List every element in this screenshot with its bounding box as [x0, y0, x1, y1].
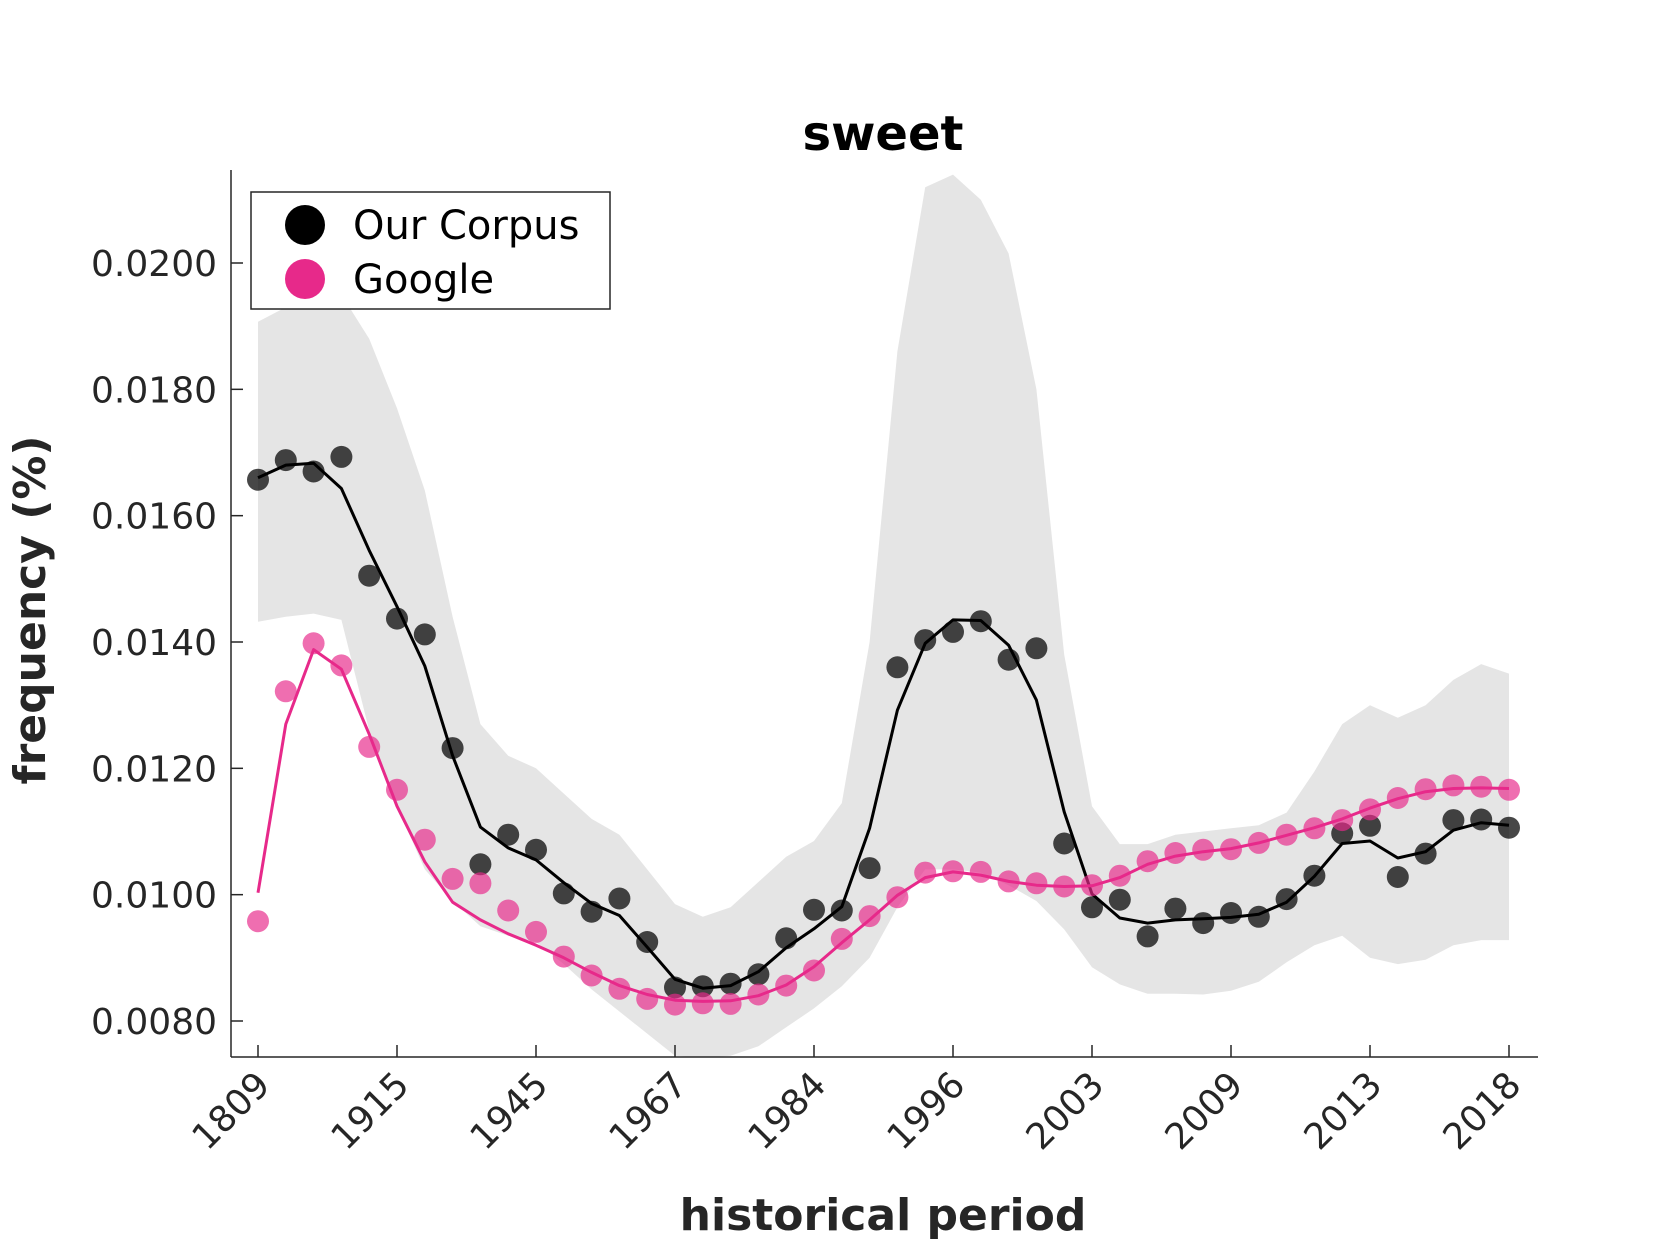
data-point-our-corpus — [1108, 888, 1131, 911]
data-point-our-corpus — [1498, 816, 1520, 839]
data-point-our-corpus — [1220, 902, 1242, 924]
x-tick-label: 2018 — [1436, 1064, 1530, 1158]
data-point-our-corpus — [1025, 637, 1048, 660]
data-point-google — [914, 861, 937, 884]
trend-line-google — [256, 648, 1510, 1003]
data-point-our-corpus — [1053, 832, 1076, 855]
data-point-our-corpus — [914, 629, 937, 652]
data-point-google — [1164, 842, 1187, 864]
plot-area — [247, 174, 1520, 1057]
y-tick-label: 0.0180 — [91, 370, 217, 411]
data-point-our-corpus — [636, 931, 659, 953]
data-point-google — [858, 905, 881, 928]
data-point-google — [247, 910, 269, 933]
data-point-google — [525, 920, 547, 943]
y-tick-label: 0.0080 — [91, 1002, 217, 1043]
data-point-our-corpus — [1164, 897, 1187, 920]
trend-line-our-corpus — [257, 461, 1510, 990]
data-point-google — [803, 959, 825, 982]
data-point-google — [302, 632, 325, 655]
x-tick-label: 1984 — [741, 1064, 835, 1158]
x-tick-label: 1945 — [463, 1064, 557, 1158]
data-point-our-corpus — [1359, 814, 1381, 837]
data-point-our-corpus — [886, 656, 909, 679]
plot-content — [247, 174, 1520, 1057]
data-point-google — [691, 992, 714, 1015]
legend-label-google: Google — [353, 257, 494, 303]
y-tick-label: 0.0100 — [91, 876, 217, 917]
data-point-google — [441, 867, 464, 890]
data-point-our-corpus — [691, 975, 714, 998]
legend-marker-google — [285, 259, 325, 299]
chart-title: sweet — [803, 106, 964, 162]
data-point-our-corpus — [942, 620, 964, 643]
y-tick-label: 0.0160 — [91, 497, 217, 538]
data-point-google — [1414, 778, 1437, 801]
data-point-our-corpus — [552, 882, 575, 905]
data-point-google — [469, 872, 492, 895]
data-point-our-corpus — [1081, 896, 1103, 919]
confidence-band — [258, 174, 1509, 1057]
data-point-our-corpus — [469, 853, 492, 876]
x-tick-label: 2003 — [1019, 1064, 1113, 1158]
legend: Our Corpus Google — [250, 191, 611, 310]
data-point-google — [969, 860, 992, 883]
data-point-our-corpus — [497, 823, 520, 846]
data-point-our-corpus — [1470, 808, 1493, 831]
data-point-google — [1498, 778, 1520, 801]
data-point-our-corpus — [719, 972, 742, 995]
data-point-our-corpus — [1192, 912, 1215, 935]
data-point-google — [719, 992, 742, 1015]
data-point-our-corpus — [1386, 866, 1409, 888]
legend-label-our-corpus: Our Corpus — [353, 203, 579, 249]
data-point-our-corpus — [608, 887, 631, 910]
x-tick-label: 1996 — [880, 1064, 974, 1158]
data-point-google — [830, 927, 853, 950]
x-tick-label: 1915 — [324, 1064, 418, 1158]
data-point-our-corpus — [1247, 905, 1270, 928]
x-tick-label: 1967 — [602, 1064, 696, 1158]
data-point-google — [1442, 774, 1465, 797]
data-point-our-corpus — [830, 899, 853, 922]
data-point-our-corpus — [302, 460, 325, 483]
y-tick-label: 0.0120 — [91, 749, 217, 790]
data-point-google — [664, 993, 686, 1016]
data-point-our-corpus — [525, 838, 547, 861]
data-point-google — [1108, 864, 1131, 887]
data-point-our-corpus — [858, 857, 881, 880]
data-point-our-corpus — [413, 623, 436, 646]
series-google — [247, 632, 1520, 1016]
data-point-our-corpus — [1442, 809, 1465, 832]
x-tick-label: 2013 — [1297, 1064, 1391, 1158]
y-tick-label: 0.0140 — [91, 623, 217, 664]
data-point-our-corpus — [358, 564, 381, 587]
data-point-our-corpus — [386, 607, 408, 630]
x-tick-label: 1809 — [185, 1064, 279, 1158]
x-axis-title: historical period — [680, 1190, 1087, 1241]
data-point-google — [330, 654, 353, 677]
series-our-corpus — [247, 445, 1520, 999]
data-point-google — [1192, 838, 1215, 861]
x-tick-label: 2009 — [1158, 1064, 1252, 1158]
data-point-our-corpus — [330, 445, 353, 468]
data-point-google — [1025, 872, 1048, 895]
data-point-google — [497, 899, 520, 922]
data-point-our-corpus — [247, 468, 269, 491]
data-point-our-corpus — [803, 898, 825, 921]
y-tick-label: 0.0200 — [91, 244, 217, 285]
data-point-google — [413, 828, 436, 851]
y-axis-title: frequency (%) — [5, 435, 56, 784]
legend-marker-our-corpus — [285, 205, 325, 245]
data-point-our-corpus — [1136, 925, 1159, 948]
data-point-google — [274, 680, 297, 703]
